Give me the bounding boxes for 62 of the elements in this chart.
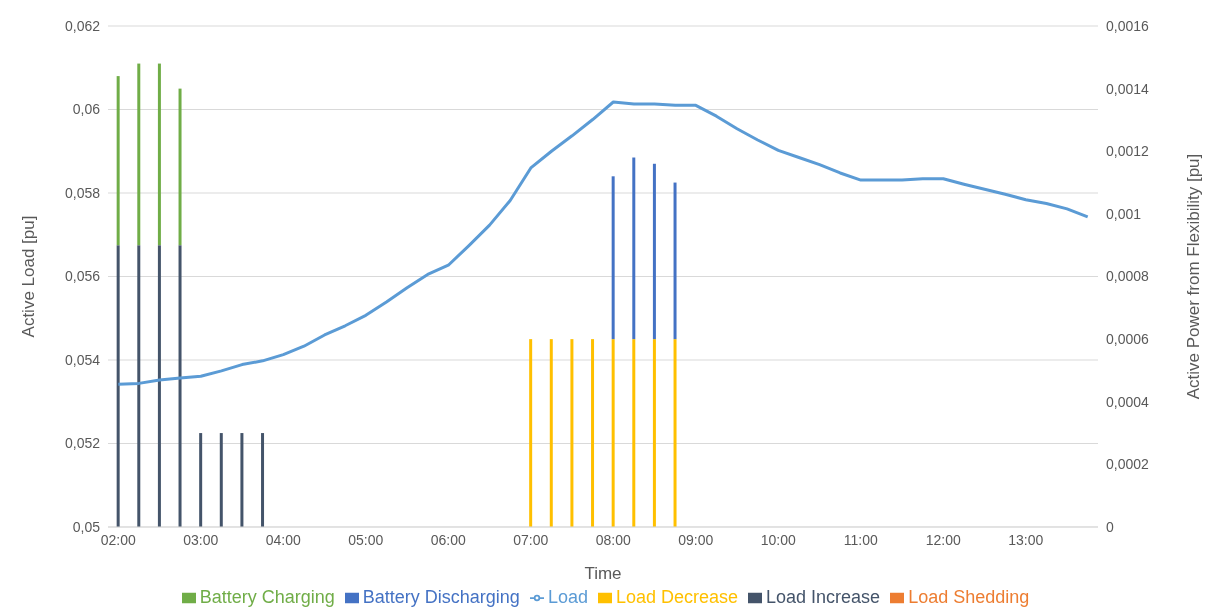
- bar: [178, 245, 182, 527]
- y2-tick-label: 0,0014: [1106, 80, 1150, 97]
- y-tick-label: 0,054: [64, 351, 101, 368]
- x-tick-label: 11:00: [843, 531, 879, 548]
- y-tick-label: 0,06: [72, 101, 101, 118]
- bar: [199, 433, 203, 527]
- bar: [652, 339, 656, 527]
- y-tick-label: 0,062: [64, 17, 101, 34]
- y-tick-label: 0,052: [64, 435, 101, 452]
- bar: [116, 76, 120, 246]
- bar: [157, 245, 161, 527]
- x-tick-label: 02:00: [100, 531, 137, 548]
- bar: [240, 433, 244, 527]
- bar: [673, 339, 677, 527]
- bar: [178, 88, 182, 246]
- bar: [591, 339, 595, 527]
- bar: [632, 157, 636, 340]
- y2-tick-label: 0,001: [1106, 205, 1142, 222]
- x-tick-label: 05:00: [348, 531, 384, 548]
- bar: [137, 245, 141, 527]
- y-tick-label: 0,056: [64, 268, 101, 285]
- bar: [261, 433, 265, 527]
- bar: [673, 182, 677, 340]
- x-tick-label: 04:00: [265, 531, 302, 548]
- bar: [611, 176, 615, 340]
- bar: [157, 63, 161, 246]
- bar: [570, 339, 574, 527]
- legend-label: Load Shedding: [908, 587, 1030, 607]
- legend-label: Load Decrease: [615, 587, 739, 607]
- y-tick-label: 0,058: [64, 184, 101, 201]
- line-series: [116, 100, 1090, 386]
- x-tick-label: 12:00: [925, 531, 962, 548]
- y2-tick-label: 0,0006: [1106, 331, 1150, 348]
- bar: [219, 433, 223, 527]
- legend-label: Load: [547, 587, 588, 607]
- x-tick-label: 10:00: [760, 531, 797, 548]
- y2-tick-label: 0,0004: [1106, 393, 1150, 410]
- y2-tick-label: 0,0002: [1106, 456, 1150, 473]
- y2-tick-label: 0,0016: [1106, 17, 1150, 34]
- y2-tick-label: 0: [1106, 518, 1114, 535]
- legend-label: Battery Charging: [199, 587, 335, 607]
- y2-tick-label: 0,0012: [1106, 143, 1150, 160]
- bar: [137, 63, 141, 246]
- x-tick-label: 06:00: [430, 531, 467, 548]
- x-tick-label: 09:00: [678, 531, 714, 548]
- bar: [611, 339, 615, 527]
- bar: [549, 339, 553, 527]
- legend-label: Battery Discharging: [362, 587, 520, 607]
- bar: [632, 339, 636, 527]
- x-tick-label: 13:00: [1008, 531, 1044, 548]
- x-tick-label: 03:00: [183, 531, 219, 548]
- x-tick-label: 07:00: [513, 531, 549, 548]
- y-tick-label: 0,05: [72, 518, 101, 535]
- x-axis-title: Time: [584, 564, 622, 583]
- bar: [529, 339, 533, 527]
- x-tick-label: 08:00: [595, 531, 632, 548]
- y-axis-title: Active Load [pu]: [19, 215, 39, 338]
- y2-tick-label: 0,0008: [1106, 268, 1150, 285]
- y2-axis-title: Active Power from Flexibility [pu]: [1184, 153, 1204, 400]
- legend-label: Load Increase: [766, 587, 881, 607]
- bar: [116, 245, 120, 527]
- bar: [652, 163, 656, 340]
